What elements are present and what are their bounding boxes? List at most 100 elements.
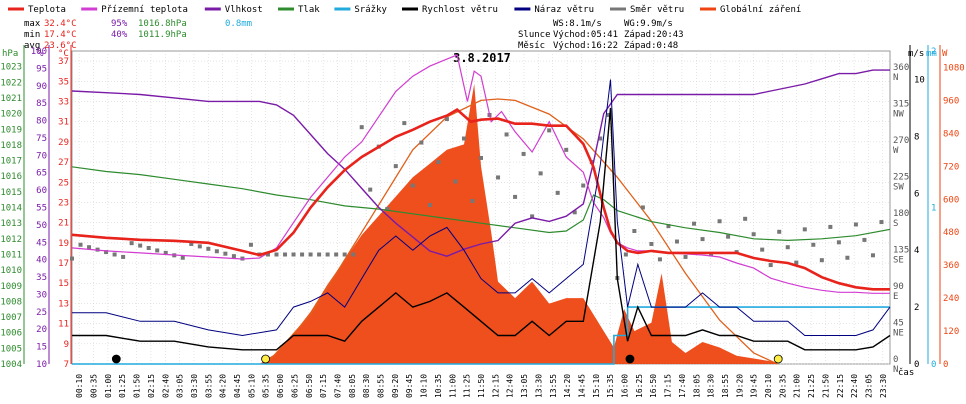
wind-dir-point-74 [700, 237, 705, 242]
axis-temp-tick-10: 27 [58, 158, 69, 168]
x-tick-1: 00:35 [90, 374, 99, 398]
wind-dir-point-35 [368, 187, 373, 192]
x-tick-19: 08:05 [348, 374, 357, 398]
wind-gust-summary: WG:9.9m/s [624, 19, 673, 29]
axis-humidity-tick-18: 100 [31, 47, 47, 57]
axis-humidity-tick-12: 70 [36, 151, 47, 161]
x-tick-38: 16:00 [621, 374, 630, 398]
axis-dir-label-4: S [893, 219, 898, 229]
sun-moon-marker-3 [773, 354, 783, 364]
wind-dir-point-68 [649, 241, 654, 246]
x-tick-16: 06:50 [305, 374, 314, 398]
axis-humidity-tick-13: 75 [36, 134, 47, 144]
wind-dir-point-52 [513, 194, 518, 199]
wind-dir-point-77 [726, 234, 731, 239]
axes: 1004100510061007100810091010101110121013… [0, 45, 965, 398]
wind-dir-point-51 [504, 132, 509, 137]
x-tick-12: 05:10 [247, 374, 256, 398]
axis-temp-tick-9: 25 [58, 178, 69, 188]
wind-dir-point-69 [657, 257, 662, 262]
humidity-line [71, 69, 890, 257]
axis-hpa-tick-8: 1012 [0, 235, 22, 245]
legend: Teplota Přízemní teplota Vlhkost Tlak Srážky… [8, 5, 801, 15]
wind-dir-point-40 [410, 183, 415, 188]
radiation-area [259, 83, 778, 365]
axis-dir-tick-8: 360 [893, 63, 909, 73]
wind-dir-point-23 [265, 252, 270, 257]
x-tick-17: 07:15 [319, 374, 328, 398]
axis-hpa-tick-15: 1019 [0, 125, 22, 135]
x-tick-22: 09:20 [391, 374, 400, 398]
temperature-line [71, 108, 890, 291]
axis-temp-tick-5: 17 [58, 259, 69, 269]
x-tick-36: 15:10 [592, 374, 601, 398]
x-tick-24: 10:10 [420, 374, 429, 398]
x-tick-53: 22:15 [836, 374, 845, 398]
x-tick-46: 19:20 [735, 374, 744, 398]
x-tick-50: 21:00 [793, 374, 802, 398]
wind-dir-point-59 [572, 210, 577, 215]
x-tick-2: 01:00 [104, 374, 113, 398]
axis-hpa-tick-14: 1018 [0, 141, 22, 151]
axis-hpa-tick-4: 1008 [0, 297, 22, 307]
axis-unit-humidity: % [38, 49, 44, 59]
wind-dir-point-80 [751, 232, 756, 237]
x-tick-45: 18:55 [721, 374, 730, 398]
wind-dir-point-30 [325, 252, 330, 257]
grid [71, 50, 891, 365]
axis-hpa-tick-10: 1014 [0, 204, 22, 214]
axis-dir-tick-7: 315 [893, 100, 909, 110]
axis-temp-tick-2: 11 [58, 320, 69, 330]
wind-dir-point-66 [632, 228, 637, 233]
axis-dir-label-6: W [893, 146, 899, 156]
sun-set: Západ:20:43 [624, 30, 684, 40]
axis-dir-label-0: N [893, 365, 898, 375]
stats-max-temp: 32.4°C [44, 19, 77, 29]
x-tick-28: 11:50 [477, 374, 486, 398]
axis-hpa-tick-2: 1006 [0, 329, 22, 339]
x-tick-33: 13:55 [549, 374, 558, 398]
x-tick-30: 12:40 [506, 374, 515, 398]
wind-dir-point-5 [112, 252, 117, 257]
axis-rain-tick-2: 2 [931, 47, 936, 57]
axis-dir-tick-5: 225 [893, 173, 909, 183]
axis-hpa-tick-12: 1016 [0, 172, 22, 182]
axis-dir-label-7: NW [893, 110, 904, 120]
wind-dir-point-84 [785, 245, 790, 250]
axis-humidity-tick-10: 60 [36, 186, 47, 196]
wind-dir-point-93 [862, 237, 867, 242]
radiation-theoretical-line [265, 98, 778, 365]
legend-label-2: Vlhkost [225, 5, 263, 15]
x-tick-39: 16:25 [635, 374, 644, 398]
x-tick-0: 00:10 [75, 374, 84, 398]
axis-humidity-tick-16: 90 [36, 82, 47, 92]
x-tick-15: 06:25 [290, 374, 299, 398]
wind-dir-point-81 [760, 247, 765, 252]
axis-hpa-tick-16: 1020 [0, 110, 22, 120]
axis-radiation-tick-4: 480 [943, 228, 959, 238]
wind-dir-point-62 [598, 136, 603, 141]
axis-radiation-tick-2: 240 [943, 294, 959, 304]
wind-dir-point-9 [146, 246, 151, 251]
axis-dir-tick-2: 90 [893, 282, 904, 292]
wind-dir-point-4 [104, 250, 109, 255]
axis-radiation-tick-5: 600 [943, 195, 959, 205]
wind-dir-point-33 [351, 252, 356, 257]
x-tick-37: 15:35 [606, 374, 615, 398]
wind-dir-point-14 [189, 241, 194, 246]
x-tick-56: 23:30 [879, 374, 888, 398]
legend-label-4: Srážky [354, 5, 387, 15]
x-tick-3: 01:25 [118, 374, 127, 398]
axis-hpa-tick-5: 1009 [0, 282, 22, 292]
axis-dir-label-1: NE [893, 329, 904, 339]
wind-dir-point-2 [87, 245, 92, 250]
x-tick-13: 05:35 [262, 374, 271, 398]
axis-windspeed-tick-5: 10 [914, 75, 925, 85]
axis-dir-tick-0: 0 [893, 355, 898, 365]
moon-label: Měsíc [518, 41, 545, 51]
wind-dir-point-87 [811, 242, 816, 247]
x-tick-9: 03:55 [204, 374, 213, 398]
axis-hpa-tick-1: 1005 [0, 344, 22, 354]
stats-block: max 32.4°C 95% 1016.8hPa 0.8mm min 17.4°… [24, 19, 252, 51]
